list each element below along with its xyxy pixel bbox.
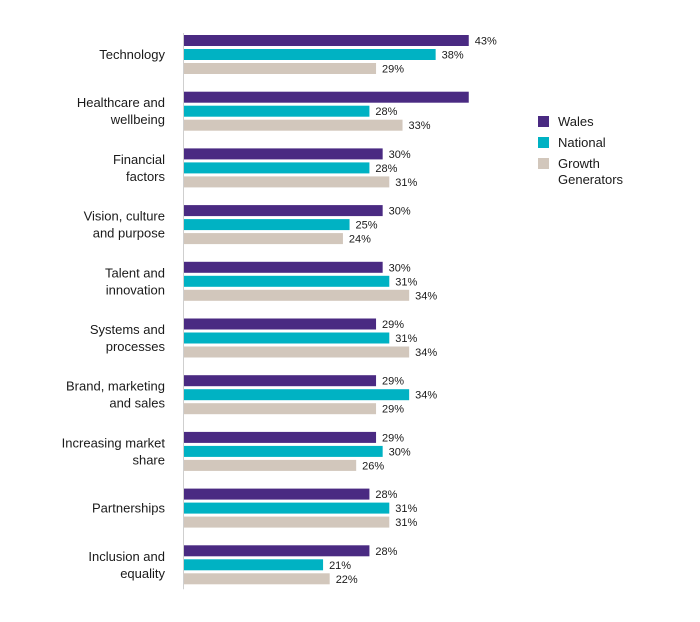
data-label: 34% <box>415 390 437 402</box>
bar-growth-generators <box>184 119 403 131</box>
category-label: Increasing market <box>62 435 166 450</box>
category-label: Brand, marketing <box>66 379 165 394</box>
bar-wales <box>184 261 383 273</box>
data-label: 31% <box>395 276 417 288</box>
bar-national <box>184 162 370 174</box>
bar-growth-generators <box>184 516 390 528</box>
data-label: 31% <box>395 333 417 345</box>
bar-wales <box>184 91 469 103</box>
bar-growth-generators <box>184 459 357 471</box>
data-label: 28% <box>375 489 397 501</box>
data-label: 21% <box>329 560 351 572</box>
bar-growth-generators <box>184 403 377 415</box>
bar-national <box>184 105 370 117</box>
data-label: 22% <box>336 574 358 586</box>
category-label: Financial <box>113 152 165 167</box>
bar-wales <box>184 545 370 557</box>
category-label: and purpose <box>93 226 165 241</box>
category-label: Inclusion and <box>88 549 165 564</box>
data-label: 25% <box>356 220 378 232</box>
category-label: Partnerships <box>92 501 165 516</box>
data-label: 30% <box>389 262 411 274</box>
data-label: 34% <box>415 347 437 359</box>
category-label: processes <box>106 339 166 354</box>
category-label: equality <box>120 566 165 581</box>
data-label: 33% <box>409 120 431 132</box>
data-label: 31% <box>395 517 417 529</box>
data-label: 24% <box>349 234 371 246</box>
data-label: 38% <box>442 50 464 62</box>
bar-national <box>184 49 436 60</box>
bar-growth-generators <box>184 573 330 585</box>
category-label: Systems and <box>90 322 165 337</box>
data-label: 28% <box>375 106 397 118</box>
bar-national <box>184 275 390 287</box>
bar-wales <box>184 35 469 46</box>
category-label: Talent and <box>105 265 165 280</box>
bar-wales <box>184 148 383 160</box>
bar-growth-generators <box>184 346 410 358</box>
data-label: 30% <box>389 446 411 458</box>
data-label: 29% <box>382 64 404 76</box>
category-label: Healthcare and <box>77 95 165 110</box>
data-label: 28% <box>375 163 397 175</box>
bar-growth-generators <box>184 63 377 74</box>
bar-wales <box>184 318 377 330</box>
category-label: Vision, culture <box>84 209 165 224</box>
bar-growth-generators <box>184 233 343 245</box>
bar-national <box>184 332 390 344</box>
bar-growth-generators <box>184 176 390 188</box>
data-label: 28% <box>375 546 397 558</box>
category-label: wellbeing <box>110 112 165 127</box>
data-label: 29% <box>382 376 404 388</box>
bar-national <box>184 219 350 231</box>
category-label: Technology <box>99 47 165 62</box>
bar-national <box>184 502 390 514</box>
legend-swatch-growth-generators <box>538 158 549 169</box>
data-label: 30% <box>389 206 411 218</box>
legend-label: Wales <box>558 114 594 129</box>
data-label: 26% <box>362 460 384 472</box>
legend-label: Growth <box>558 156 600 171</box>
category-label: and sales <box>109 396 165 411</box>
legend-swatch-wales <box>538 116 549 127</box>
legend-swatch-national <box>538 137 549 148</box>
legend-label: National <box>558 135 606 150</box>
bar-wales <box>184 488 370 500</box>
bar-wales <box>184 205 383 217</box>
bar-national <box>184 559 324 571</box>
legend-label: Generators <box>558 172 624 187</box>
bar-national <box>184 389 410 401</box>
category-label: factors <box>126 169 166 184</box>
bar-national <box>184 445 383 457</box>
data-label: 34% <box>415 290 437 302</box>
data-label: 31% <box>395 177 417 189</box>
bar-wales <box>184 431 377 443</box>
data-label: 29% <box>382 432 404 444</box>
data-label: 31% <box>395 503 417 515</box>
data-label: 43% <box>475 36 497 48</box>
data-label: 30% <box>389 149 411 161</box>
data-label: 29% <box>382 404 404 416</box>
bar-wales <box>184 375 377 387</box>
bar-growth-generators <box>184 289 410 301</box>
category-label: innovation <box>106 282 165 297</box>
category-label: share <box>132 452 165 467</box>
data-label: 29% <box>382 319 404 331</box>
